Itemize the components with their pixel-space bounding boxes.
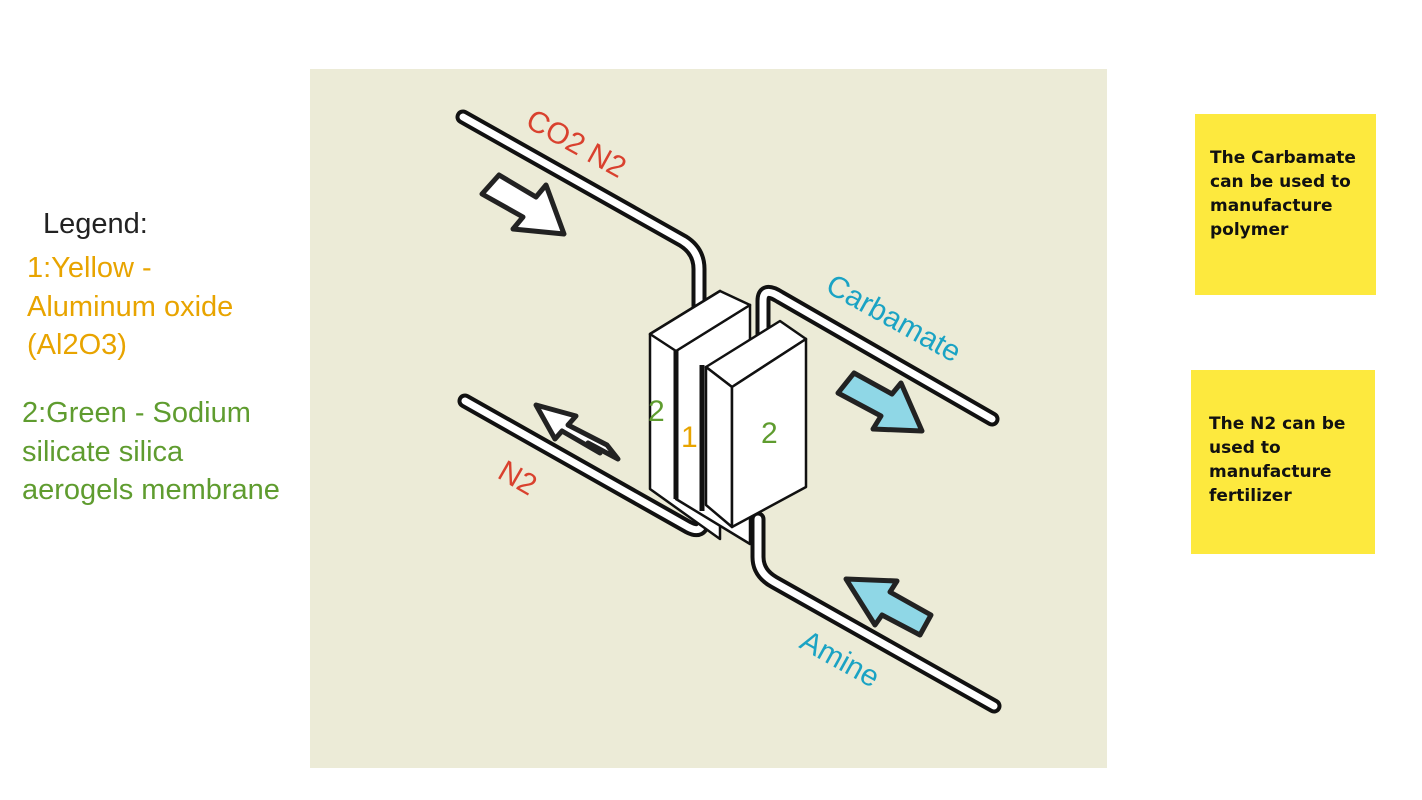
membrane-module <box>648 289 808 546</box>
carbamate-outlet-pipe <box>755 284 1000 427</box>
legend-item-yellow: 1:Yellow - Aluminum oxide (Al2O3) <box>27 252 234 361</box>
inlet-pipe <box>455 109 707 335</box>
layer-label-green-left: 2 <box>648 395 665 428</box>
membrane-right-face <box>730 337 808 529</box>
n2-note: The N2 can be used to manufacture fertil… <box>1191 370 1375 554</box>
diagram-canvas: CO2 N2 N2 Carbamate Amine 2 1 2 <box>310 69 1107 768</box>
carbamate-flow-arrow-icon <box>835 370 925 434</box>
inlet-flow-arrow-icon <box>479 172 567 237</box>
legend-item-green: 2:Green - Sodium silicate silica aerogel… <box>22 397 280 506</box>
membrane-right-side <box>704 365 734 529</box>
layer-label-yellow: 1 <box>681 421 698 454</box>
n2-flow-arrow-icon <box>533 402 621 462</box>
carbamate-note: The Carbamate can be used to manufacture… <box>1195 114 1376 295</box>
amine-inlet-pipe <box>750 511 1002 714</box>
amine-flow-arrow-icon <box>843 576 934 638</box>
membrane-top <box>648 289 752 353</box>
layer-label-green-right: 2 <box>761 417 778 450</box>
legend-title: Legend: <box>43 208 148 240</box>
membrane-diagram: CO2 N2 N2 Carbamate Amine 2 1 2 <box>310 69 1107 768</box>
legend: Legend: 1:Yellow - Aluminum oxide (Al2O3… <box>0 0 300 800</box>
